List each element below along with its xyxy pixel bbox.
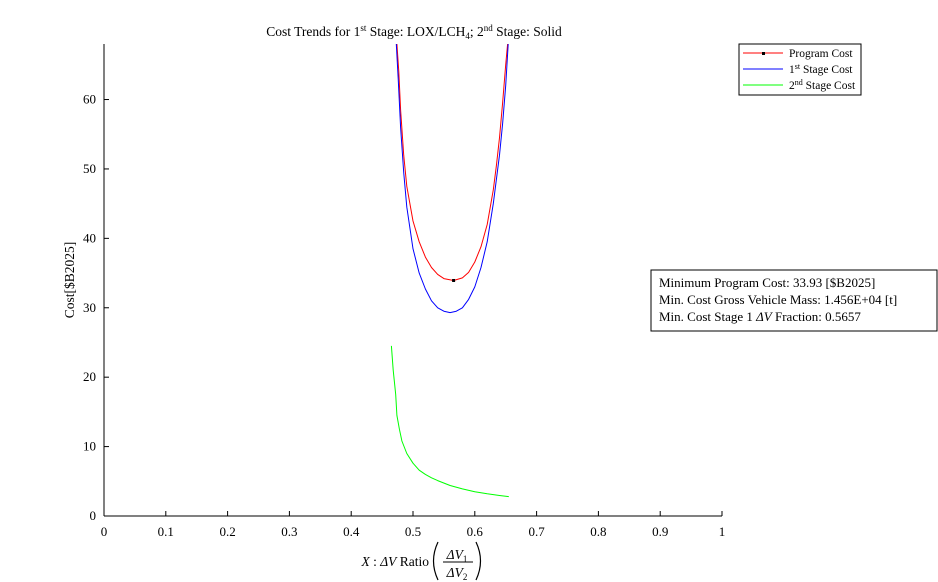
legend-entry-2nd-stage-cost: 2nd Stage Cost <box>743 78 856 92</box>
y-tick-label: 0 <box>90 508 97 523</box>
chart-title: Cost Trends for 1st Stage: LOX/LCH4; 2nd… <box>266 23 562 41</box>
annotation-line-1: Minimum Program Cost: 33.93 [$B2025] <box>659 275 875 290</box>
y-ticks: 0 10 20 30 40 50 60 <box>83 92 109 523</box>
x-tick-label: 0.8 <box>590 524 606 539</box>
x-tick-label: 0.9 <box>652 524 668 539</box>
x-tick-label: 0.2 <box>219 524 235 539</box>
x-tick-label: 0.4 <box>343 524 360 539</box>
y-tick-label: 10 <box>83 439 96 454</box>
svg-text:1st Stage Cost: 1st Stage Cost <box>789 62 853 76</box>
y-tick-label: 40 <box>83 230 96 245</box>
x-ticks: 0 0.1 0.2 0.3 0.4 0.5 0.6 0.7 0.8 0.9 1 <box>101 511 726 539</box>
series-line-0 <box>396 44 509 281</box>
svg-text:X : ΔV Ratio: X : ΔV Ratio <box>360 554 429 569</box>
y-tick-label: 30 <box>83 300 96 315</box>
svg-text:ΔV2: ΔV2 <box>446 565 468 582</box>
svg-text:Program Cost: Program Cost <box>789 48 853 60</box>
svg-text:ΔV1: ΔV1 <box>446 547 468 564</box>
x-tick-label: 0.7 <box>528 524 545 539</box>
legend-entry-program-cost: Program Cost <box>743 48 853 60</box>
x-label-left-paren <box>432 541 439 581</box>
x-label-right-paren <box>475 541 482 581</box>
legend: Program Cost 1st Stage Cost 2nd Stage Co… <box>738 43 862 96</box>
y-tick-label: 60 <box>83 92 96 107</box>
x-tick-label: 1 <box>719 524 726 539</box>
x-tick-label: 0 <box>101 524 108 539</box>
axes <box>103 44 722 517</box>
x-tick-label: 0.5 <box>405 524 421 539</box>
y-axis-label: Cost[$B2025] <box>62 242 77 319</box>
annotation-line-3: Min. Cost Stage 1 ΔV Fraction: 0.5657 <box>659 309 861 324</box>
x-tick-label: 0.1 <box>158 524 174 539</box>
y-tick-label: 50 <box>83 161 96 176</box>
minimum-marker <box>452 278 456 282</box>
series-group <box>390 44 509 498</box>
x-tick-label: 0.3 <box>281 524 297 539</box>
annotation-line-2: Min. Cost Gross Vehicle Mass: 1.456E+04 … <box>659 292 897 307</box>
x-axis-label: X : ΔV Ratio ΔV1 ΔV2 <box>360 541 482 582</box>
y-tick-label: 20 <box>83 369 96 384</box>
series-line-1 <box>395 44 509 314</box>
x-tick-label: 0.6 <box>467 524 484 539</box>
legend-entry-1st-stage-cost: 1st Stage Cost <box>743 62 853 76</box>
series-line-2 <box>390 345 509 498</box>
svg-text:2nd Stage Cost: 2nd Stage Cost <box>789 78 856 92</box>
annotation-box: Minimum Program Cost: 33.93 [$B2025] Min… <box>650 269 938 332</box>
